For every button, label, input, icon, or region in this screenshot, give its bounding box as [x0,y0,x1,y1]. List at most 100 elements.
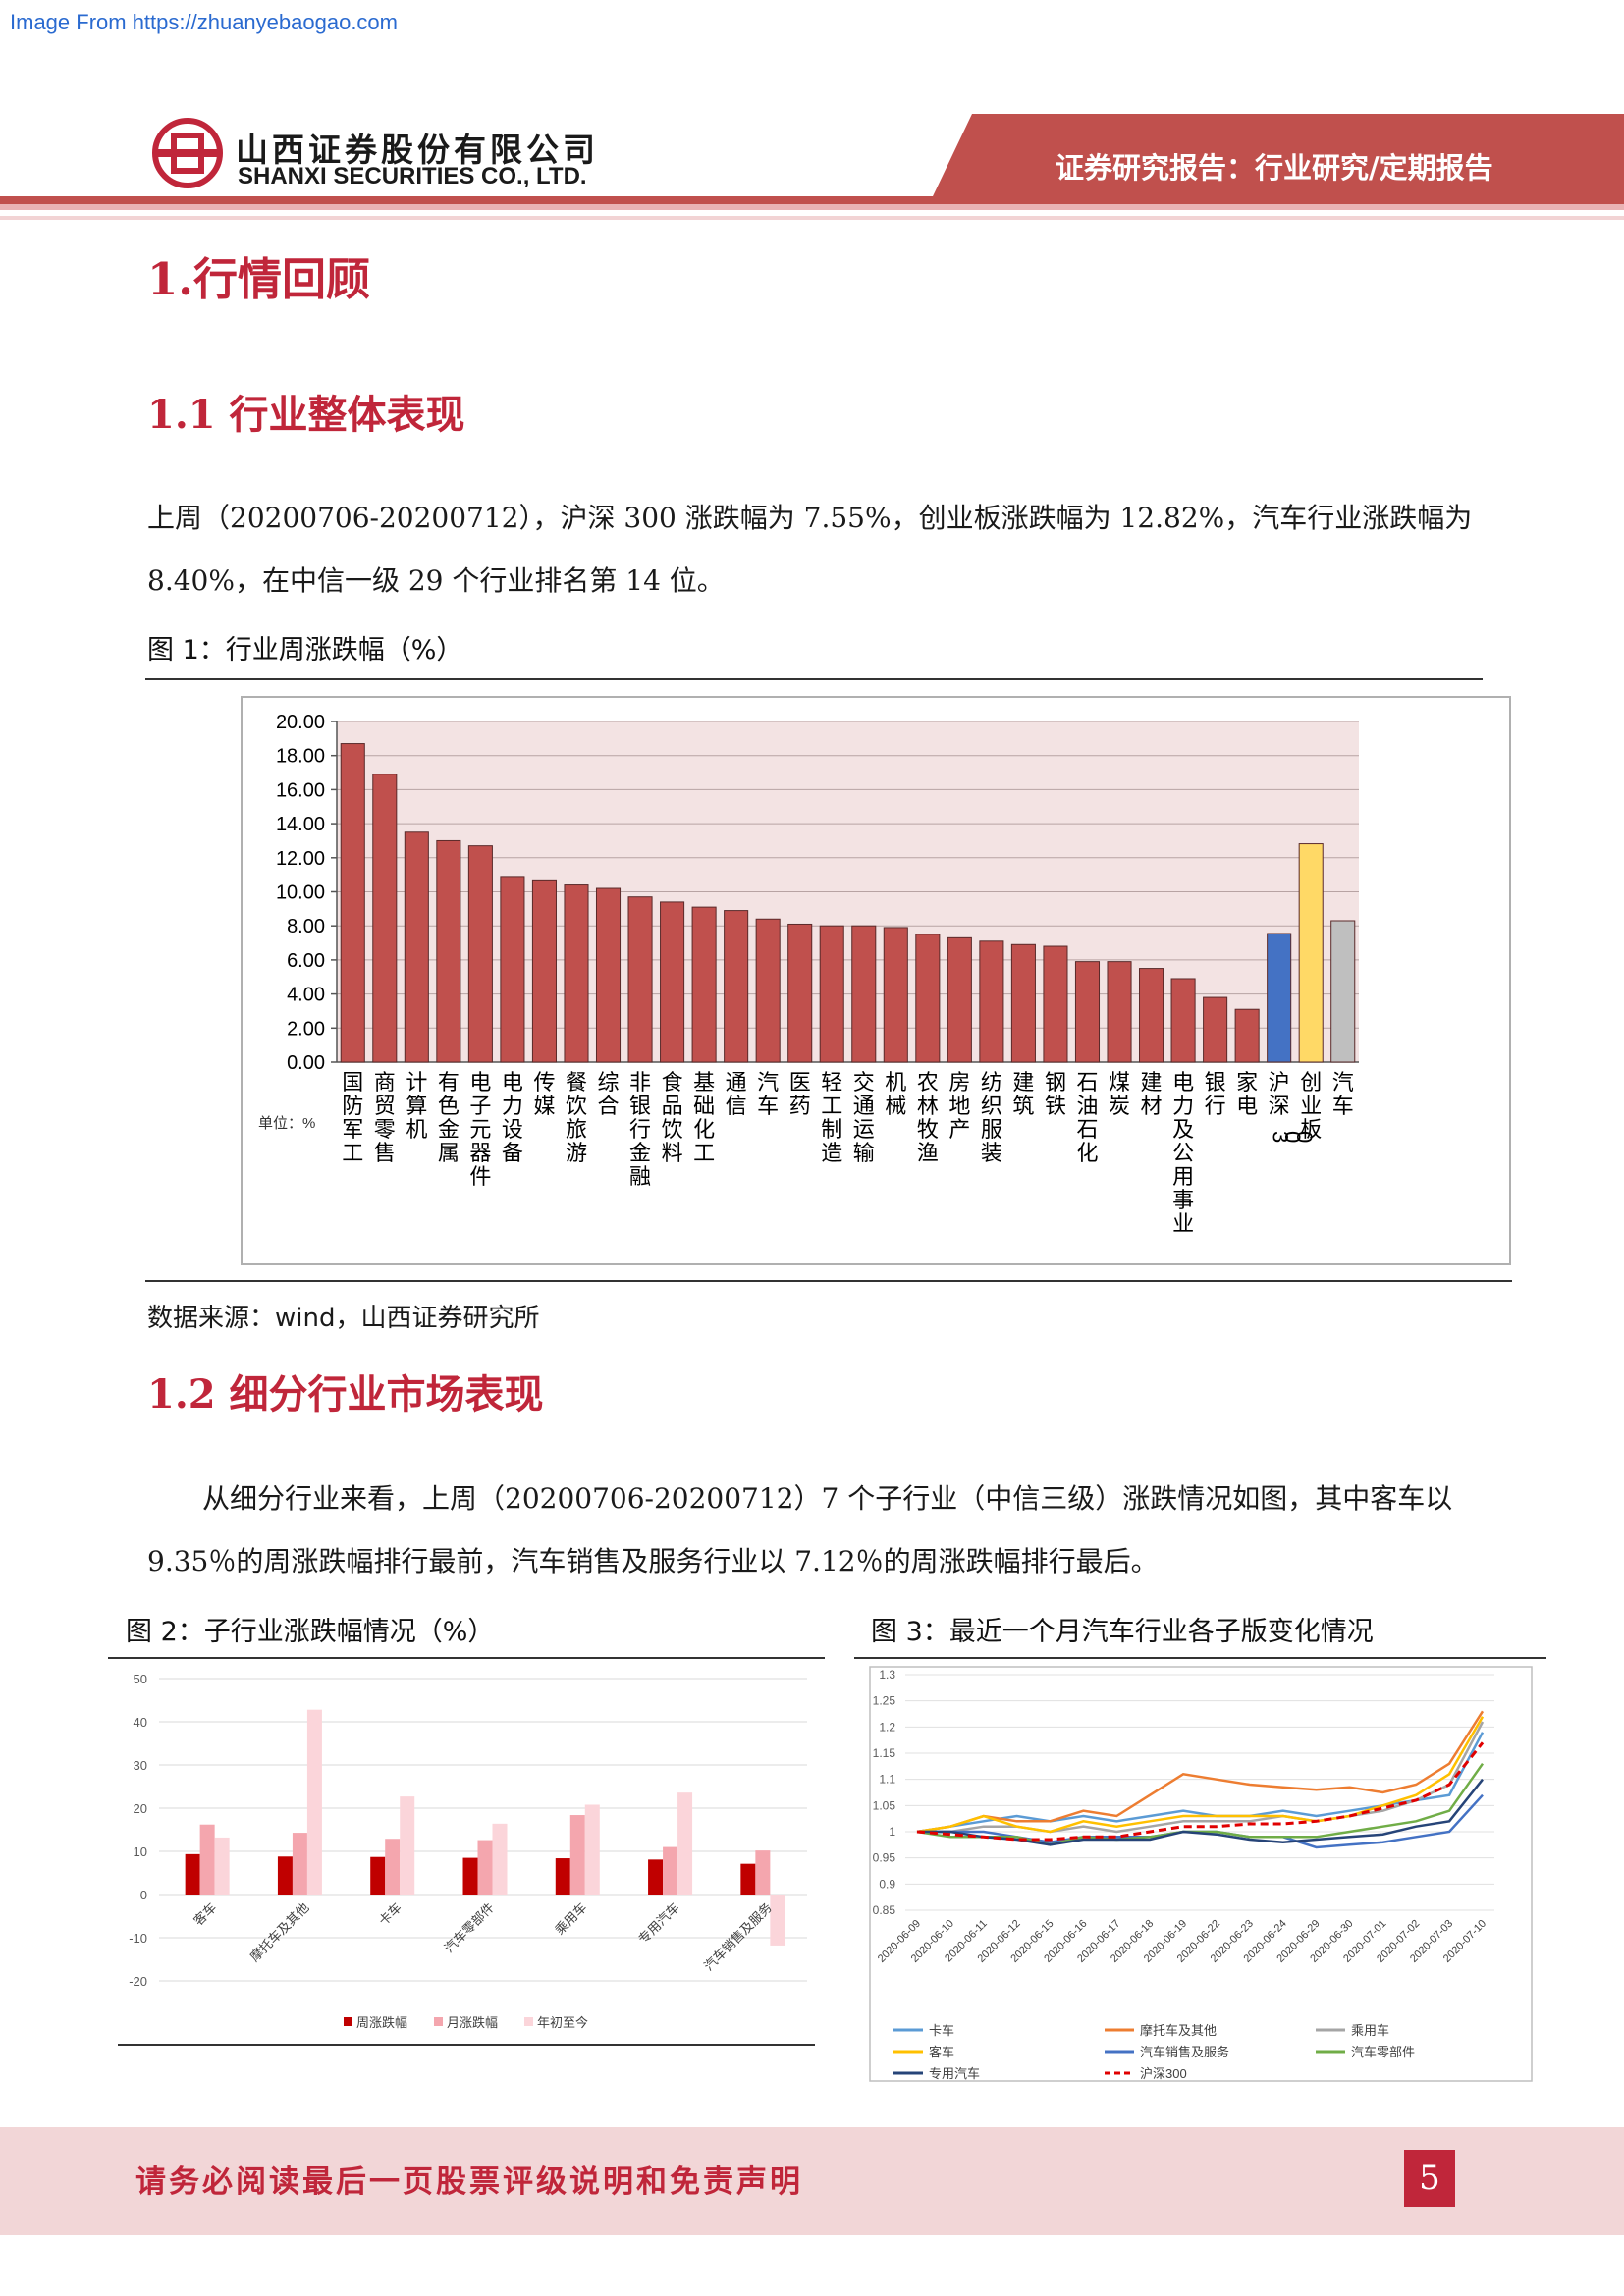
legend-label: 汽车销售及服务 [1140,2045,1229,2059]
y-tick-label: 4.00 [287,985,325,1006]
x-tick-label: 电力设备 [502,1070,523,1165]
y-tick-label: 18.00 [276,746,325,768]
figure2-chart: -20 -10 0 10 20 30 40 50 客车 摩托车及其他 卡车 汽车零部件 乘用车 专用汽车汽… [108,1657,825,2046]
y-tick-label: 12.00 [276,848,325,870]
y-tick-label: 20.00 [276,712,325,733]
legend-label: 乘用车 [1351,2023,1389,2038]
bar [1330,920,1356,1063]
x-tick-label: 汽车零部件 [442,1900,498,1956]
x-tick-label: 卡车 [376,1900,405,1929]
x-tick-label: 专用汽车 [635,1900,681,1947]
source-link[interactable]: Image From https://zhuanyebaogao.com [10,10,398,34]
legend-swatch [524,2017,533,2026]
x-tick-label: 商贸零售 [374,1070,396,1165]
bar [1010,943,1036,1063]
bar [787,923,813,1063]
report-type: 证券研究报告：行业研究/定期报告 [1056,151,1493,185]
y-tick-label: 8.00 [287,916,325,937]
bar [851,925,877,1063]
bar [500,876,525,1063]
legend-swatch [434,2017,443,2026]
x-tick-label: 汽车 [757,1070,779,1118]
bar [819,925,844,1063]
bar [595,887,622,1063]
bar [214,1837,230,1895]
bar [436,839,461,1063]
x-tick-label: 农林牧渔 [917,1070,939,1165]
bar [569,1815,585,1895]
series-line [917,1721,1485,1834]
x-tick-label: 建材 [1141,1070,1163,1118]
bar [404,831,429,1063]
y-tick-label: -20 [129,1974,147,1989]
bar [883,927,908,1063]
bar [660,901,685,1063]
bar [584,1804,600,1895]
x-tick-label: 交通运输 [853,1070,875,1165]
y-tick-label: 16.00 [276,779,325,801]
bar [372,774,398,1063]
x-tick-label: 通信 [726,1070,747,1118]
bar [740,1863,756,1895]
x-tick-label: 有色金属 [438,1070,460,1165]
bar [531,879,557,1063]
bar [755,918,781,1063]
footer-band [0,2127,1624,2235]
bar [370,1856,386,1895]
x-tick-label: 计算机 [406,1070,427,1142]
figure2-caption: 图 2：子行业涨跌幅情况（%） [126,1617,495,1647]
x-tick-label: 食品饮料 [662,1070,683,1165]
legend-label: 客车 [929,2045,954,2059]
x-tick-label: 传媒 [533,1070,555,1118]
x-tick-label: 钢铁 [1045,1070,1066,1118]
x-tick-label: 房地产 [948,1070,970,1142]
x-tick-label: 餐饮旅游 [566,1070,587,1165]
x-tick-label: 纺织服装 [981,1070,1002,1165]
y-tick-label: 0.85 [873,1903,896,1917]
company-logo-icon [152,118,223,188]
series-line [916,1710,1485,1834]
legend-label: 汽车零部件 [1351,2045,1415,2059]
x-tick-label: 客车 [190,1900,219,1929]
legend-label: 专用汽车 [929,2066,980,2081]
paragraph-1-2: 从细分行业来看，上周（20200706-20200712）7 个子行业（中信三级… [147,1482,1453,1577]
legend-label: 摩托车及其他 [1140,2023,1217,2038]
y-tick-label: 1.05 [873,1798,896,1812]
bar [663,1846,678,1895]
y-tick-label: 20 [134,1801,147,1816]
y-tick-label: 1.3 [879,1668,895,1682]
legend-label: 沪深300 [1140,2066,1187,2081]
bar [477,1840,493,1895]
bar [277,1856,293,1895]
y-tick-label: 50 [134,1672,147,1686]
x-tick-label: 非银行金融 [629,1070,651,1189]
bar [292,1833,307,1895]
x-tick-label: 创业板 [1300,1070,1322,1142]
x-tick-label: 银行 [1205,1070,1226,1118]
bar [492,1823,508,1895]
y-tick-label: 0.9 [879,1877,895,1891]
bar [564,884,589,1063]
x-tick-label: 石油石化 [1076,1070,1098,1165]
x-tick-label: 汽车销售及服务 [701,1900,775,1974]
y-tick-label: 1 [889,1825,895,1839]
legend-swatch [344,2017,352,2026]
bar [467,845,493,1063]
bar [1203,996,1228,1063]
x-tick-label: 轻工制造 [821,1070,842,1165]
page-number: 5 [1404,2150,1455,2207]
y-tick-label: 10.00 [276,882,325,904]
company-name-cn: 山西证券股份有限公司 [236,131,599,169]
bar [1043,945,1068,1063]
bar [677,1792,693,1895]
bar [947,936,972,1063]
x-tick-label: 摩托车及其他 [247,1900,312,1965]
x-tick-label: 沪深 300 [1269,1070,1318,1143]
legend-label: 年初至今 [537,2015,588,2030]
bar [400,1796,415,1895]
bar [755,1850,771,1895]
section-title-1: 1.行情回顾 [147,253,370,305]
x-tick-label: 国防军工 [342,1070,363,1165]
x-tick-label: 乘用车 [552,1900,589,1938]
bar [1074,961,1101,1063]
